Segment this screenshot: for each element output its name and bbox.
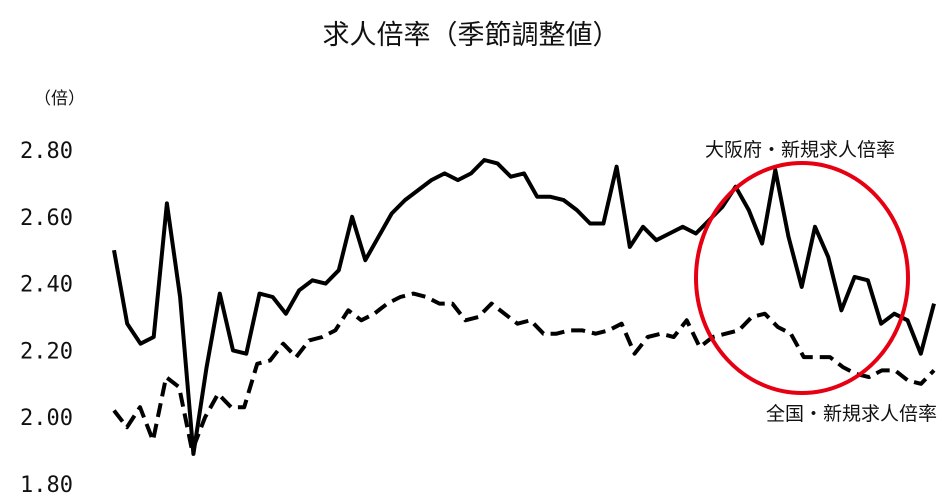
y-tick-label: 2.00 bbox=[20, 406, 73, 431]
series-line-national bbox=[112, 291, 936, 453]
y-tick-label: 2.20 bbox=[20, 339, 73, 364]
y-tick-label: 2.40 bbox=[20, 273, 73, 298]
series-label-national: 全国・新規求人倍率 bbox=[766, 403, 937, 425]
series-line-osaka bbox=[112, 158, 936, 456]
chart-title: 求人倍率（季節調整値） bbox=[323, 20, 620, 51]
series-label-osaka: 大阪府・新規求人倍率 bbox=[705, 139, 895, 161]
y-tick-label: 2.60 bbox=[20, 206, 73, 231]
highlight-circle bbox=[694, 161, 910, 395]
y-axis-ticks: 1.80 2.00 2.20 2.40 2.60 2.80 bbox=[20, 139, 73, 496]
series-layer bbox=[112, 158, 936, 456]
y-tick-label: 1.80 bbox=[20, 473, 73, 496]
y-axis-unit: （倍） bbox=[34, 89, 85, 109]
y-tick-label: 2.80 bbox=[20, 139, 73, 164]
